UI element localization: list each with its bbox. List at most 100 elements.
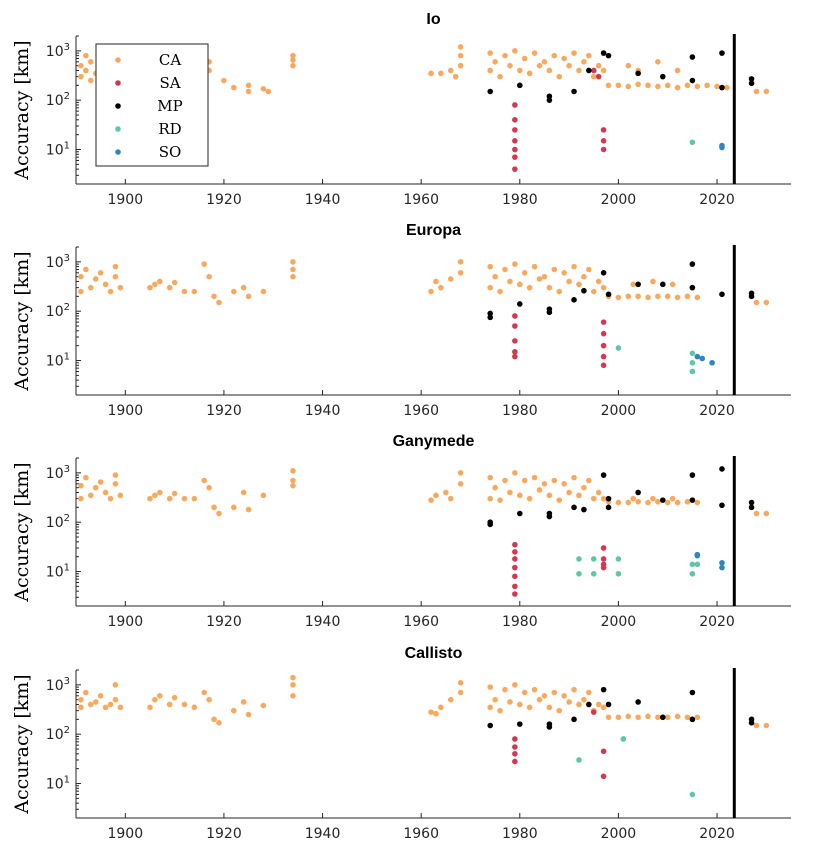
data-point (748, 76, 755, 82)
data-point (487, 495, 494, 502)
y-axis-label: Accuracy [km] (11, 251, 33, 391)
x-tick-label: 1980 (502, 403, 538, 419)
data-point (605, 495, 612, 502)
y-tick-label: 102 (46, 91, 70, 109)
data-point (615, 345, 622, 351)
data-point (630, 495, 637, 502)
data-point (230, 504, 237, 511)
data-point (561, 269, 567, 276)
data-point (659, 73, 666, 80)
legend-box (95, 43, 209, 167)
x-tick-label: 1940 (305, 826, 341, 842)
data-point (724, 84, 730, 91)
data-point (586, 689, 592, 696)
data-point (457, 480, 464, 487)
data-point (521, 55, 528, 62)
series-rd (576, 556, 701, 577)
data-point (689, 350, 696, 357)
panel-title: Europa (406, 222, 461, 239)
data-point (487, 88, 494, 95)
legend-label: SA (159, 74, 180, 92)
y-tick-label: 103 (46, 676, 70, 694)
data-point (699, 355, 706, 362)
data-point (600, 564, 607, 571)
data-point (216, 720, 222, 726)
data-point (581, 696, 587, 703)
data-point (433, 492, 439, 499)
data-point (512, 117, 518, 123)
data-point (230, 84, 237, 91)
x-tick-label: 1900 (107, 614, 143, 630)
data-point (516, 721, 523, 727)
data-point (171, 279, 178, 286)
data-point (457, 52, 464, 59)
legend-marker (115, 57, 121, 63)
data-point (230, 707, 237, 714)
series-sa (512, 541, 607, 597)
legend-marker (115, 126, 121, 132)
series-ca (78, 259, 770, 306)
data-point (166, 284, 173, 291)
data-point (625, 83, 632, 90)
data-point (497, 497, 503, 503)
data-point (512, 736, 518, 742)
data-point (586, 266, 592, 273)
x-tick-label: 1940 (305, 614, 341, 630)
data-point (556, 73, 563, 80)
data-point (221, 77, 227, 84)
data-point (590, 73, 597, 80)
data-point (689, 139, 696, 146)
data-point (600, 495, 607, 502)
data-point (571, 504, 577, 511)
data-point (714, 83, 720, 90)
data-point (245, 293, 252, 300)
y-tick-label: 103 (46, 464, 70, 482)
data-point (507, 278, 513, 285)
data-point (753, 510, 760, 517)
x-tick-label: 1980 (502, 614, 538, 630)
data-point (615, 82, 622, 89)
panel-europa: Europa 101 102 103 1900 1920 1940 1960 1980 2000 2… (11, 222, 791, 419)
panel-io: Io 101 102 103 1900 1920 1940 1960 1980 2000 2020 A… (11, 11, 791, 208)
data-point (512, 583, 518, 590)
data-point (152, 281, 158, 288)
data-point (655, 58, 661, 65)
data-point (512, 682, 518, 688)
data-point (546, 724, 553, 730)
data-point (615, 714, 622, 721)
data-point (605, 52, 612, 59)
y-tick-label: 101 (46, 563, 70, 581)
data-point (600, 545, 607, 551)
data-point (502, 52, 508, 59)
data-point (586, 67, 592, 74)
data-point (157, 692, 163, 699)
data-point (719, 50, 725, 56)
series-mp (487, 261, 755, 321)
y-tick-label: 101 (46, 141, 70, 159)
data-point (457, 259, 464, 265)
y-tick-label: 103 (46, 42, 70, 60)
data-point (83, 52, 89, 59)
data-point (497, 707, 503, 714)
data-point (546, 309, 553, 316)
data-point (206, 273, 212, 280)
data-point (541, 480, 548, 487)
data-point (600, 67, 607, 74)
data-point (512, 338, 518, 344)
legend-label: SO (159, 143, 182, 161)
data-point (512, 573, 518, 580)
x-tick-label: 1980 (502, 192, 538, 208)
data-point (576, 492, 582, 499)
data-point (600, 146, 607, 153)
data-point (83, 474, 89, 481)
data-point (674, 713, 681, 720)
data-point (586, 701, 592, 708)
data-point (457, 269, 464, 276)
data-point (625, 713, 632, 720)
data-point (600, 330, 607, 337)
data-point (669, 281, 676, 288)
data-point (600, 748, 607, 755)
data-point (452, 73, 459, 80)
panel-callisto: Callisto 101 102 103 1900 1920 1940 1960 1980 200… (11, 645, 791, 842)
data-point (428, 288, 434, 295)
